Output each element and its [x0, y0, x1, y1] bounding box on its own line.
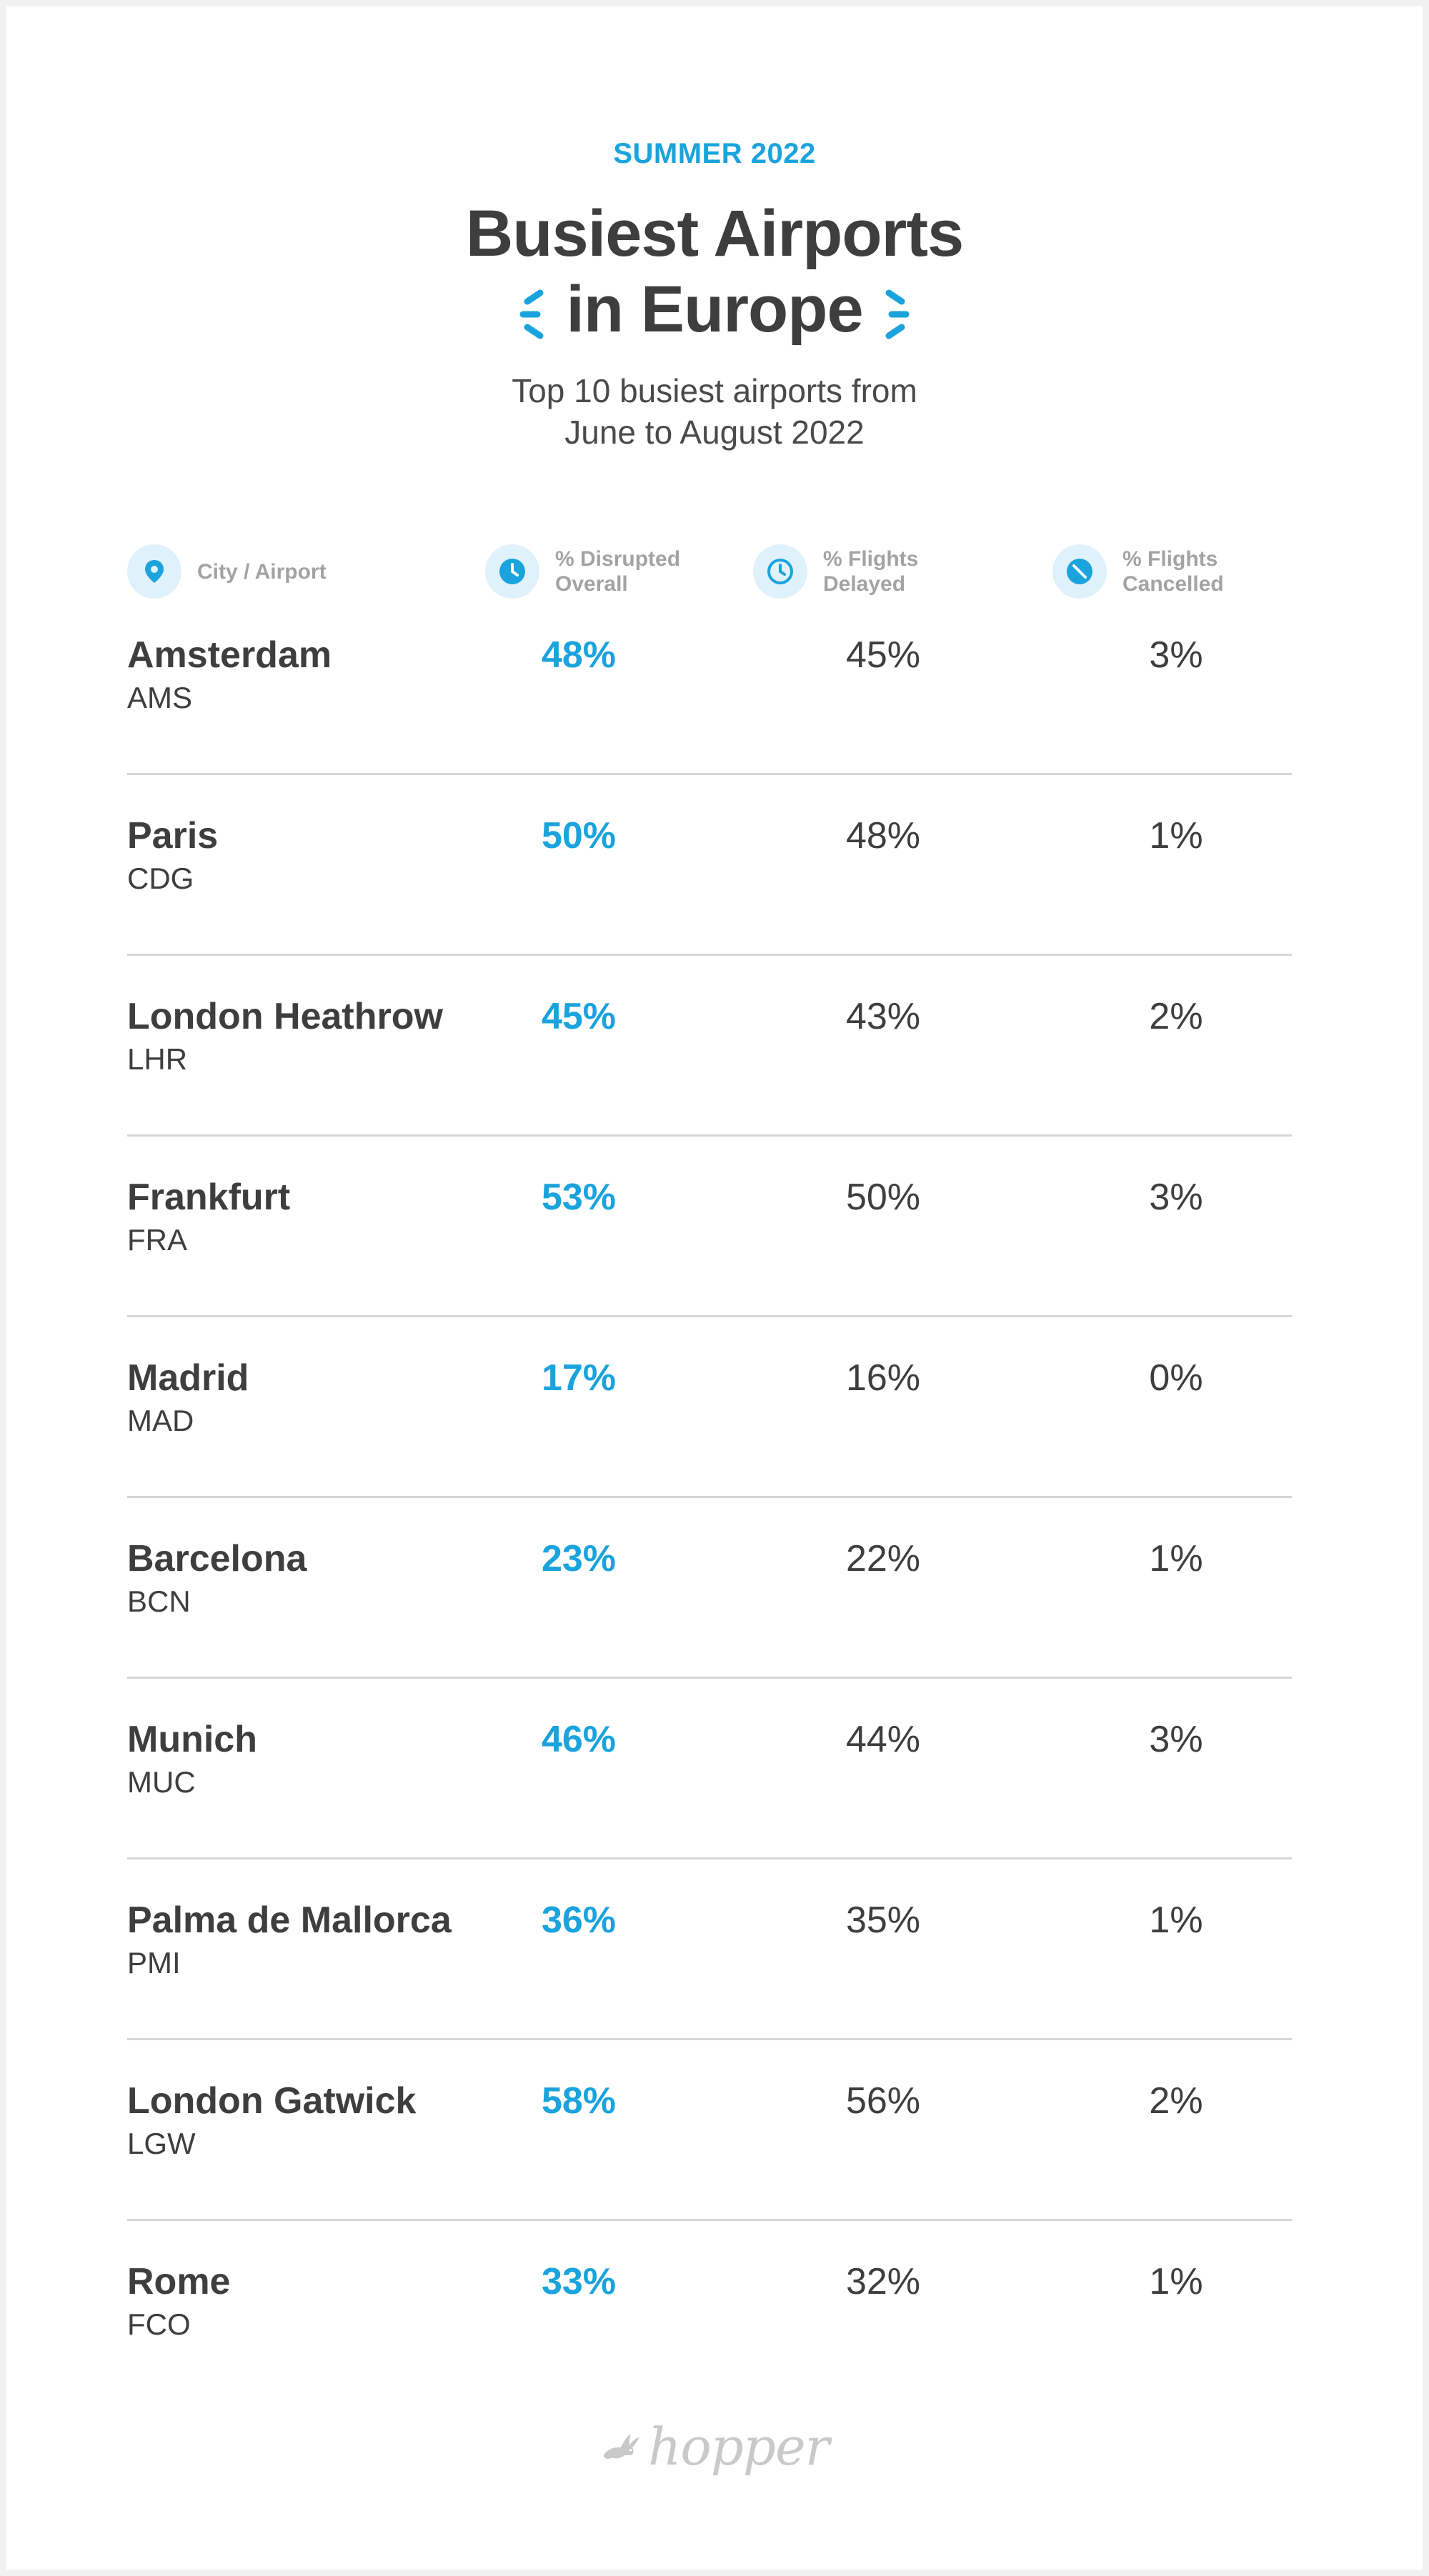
cancelled-value: 2%	[1149, 2080, 1203, 2122]
cancelled-value: 1%	[1149, 1899, 1203, 1941]
row-divider	[127, 2219, 1292, 2221]
row-divider	[127, 1134, 1292, 1137]
delayed-value: 16%	[845, 1357, 921, 1399]
cancelled-value: 1%	[1149, 1538, 1203, 1579]
table-row: Munich MUC 46% 44% 3%	[127, 1699, 1292, 1879]
cancelled-value: 1%	[1149, 815, 1203, 857]
city-name: Paris	[127, 815, 219, 857]
airport-code: MUC	[127, 1765, 196, 1799]
city-name: Rome	[127, 2261, 231, 2302]
delayed-value: 22%	[845, 1538, 921, 1579]
airport-code: AMS	[127, 681, 193, 714]
cancelled-value: 3%	[1149, 1719, 1203, 1760]
disrupted-value: 46%	[541, 1719, 617, 1760]
table-row: London Heathrow LHR 45% 43% 2%	[127, 976, 1292, 1157]
airport-code: MAD	[127, 1404, 194, 1437]
delayed-value: 50%	[845, 1177, 921, 1218]
airport-code: LHR	[127, 1042, 188, 1076]
airport-table: Amsterdam AMS 48% 45% 3% Paris CDG 50% 4…	[127, 614, 1292, 2422]
city-name: London Gatwick	[127, 2080, 417, 2122]
table-row: Barcelona BCN 23% 22% 1%	[127, 1518, 1292, 1699]
airport-code: BCN	[127, 1584, 191, 1618]
disrupted-value: 17%	[541, 1357, 617, 1399]
row-divider	[127, 773, 1292, 775]
disrupted-value: 53%	[541, 1177, 617, 1218]
brand-logo: hopper	[600, 2407, 830, 2486]
row-divider	[127, 954, 1292, 956]
eyebrow-label: SUMMER 2022	[613, 138, 816, 169]
city-name: Madrid	[127, 1357, 249, 1399]
table-row: Rome FCO 33% 32% 1%	[127, 2241, 1292, 2422]
airport-code: PMI	[127, 1946, 181, 1980]
row-divider	[127, 1315, 1292, 1317]
infographic-card	[6, 6, 1423, 2570]
column-header-cancelled: % Flights Cancelled	[1052, 539, 1224, 604]
clock-outline-icon	[753, 544, 807, 599]
subtitle-line1: Top 10 busiest airports from	[512, 372, 917, 409]
table-row: Amsterdam AMS 48% 45% 3%	[127, 614, 1292, 795]
city-name: Barcelona	[127, 1538, 307, 1579]
column-header-delayed: % Flights Delayed	[753, 539, 918, 604]
disrupted-value: 23%	[541, 1538, 617, 1579]
city-name: London Heathrow	[127, 996, 443, 1037]
cancelled-value: 2%	[1149, 996, 1203, 1037]
cancelled-value: 3%	[1149, 1177, 1203, 1218]
disrupted-value: 45%	[541, 996, 617, 1037]
table-row: Paris CDG 50% 48% 1%	[127, 795, 1292, 976]
bunny-logo-icon	[603, 2434, 639, 2459]
cancelled-value: 3%	[1149, 634, 1203, 676]
disrupted-value: 58%	[541, 2080, 617, 2122]
table-row: Frankfurt FRA 53% 50% 3%	[127, 1157, 1292, 1337]
subtitle-line2: June to August 2022	[564, 414, 865, 451]
row-divider	[127, 1677, 1292, 1679]
location-pin-icon	[127, 544, 181, 599]
clock-filled-icon	[485, 544, 539, 599]
delayed-value: 43%	[845, 996, 921, 1037]
sparkle-right-icon	[885, 289, 910, 339]
delayed-value: 35%	[845, 1899, 921, 1941]
column-header-disrupted-label: % Disrupted Overall	[555, 547, 681, 596]
subtitle: Top 10 busiest airports from June to Aug…	[0, 370, 1429, 453]
airport-code: FRA	[127, 1223, 187, 1257]
brand-wordmark: hopper	[648, 2417, 830, 2477]
page-title-line1: Busiest Airports	[465, 197, 964, 270]
cancelled-value: 0%	[1149, 1357, 1203, 1399]
disrupted-value: 50%	[541, 815, 617, 857]
table-row: Palma de Mallorca PMI 36% 35% 1%	[127, 1879, 1292, 2060]
airport-code: CDG	[127, 862, 194, 895]
delayed-value: 44%	[845, 1719, 921, 1760]
cancelled-value: 1%	[1149, 2261, 1203, 2302]
disrupted-value: 36%	[541, 1899, 617, 1941]
disrupted-value: 33%	[541, 2261, 617, 2302]
row-divider	[127, 1496, 1292, 1498]
delayed-value: 32%	[845, 2261, 921, 2302]
page-title-line2-text: in Europe	[566, 273, 863, 346]
delayed-value: 45%	[845, 634, 921, 676]
delayed-value: 56%	[845, 2080, 921, 2122]
column-header-city-label: City / Airport	[197, 559, 327, 584]
city-name: Frankfurt	[127, 1177, 291, 1218]
sparkle-left-icon	[519, 289, 544, 339]
column-header-cancelled-label: % Flights Cancelled	[1122, 547, 1224, 596]
disrupted-value: 48%	[541, 634, 617, 676]
row-divider	[127, 1857, 1292, 1859]
table-row: London Gatwick LGW 58% 56% 2%	[127, 2060, 1292, 2241]
column-header-city: City / Airport	[127, 539, 327, 604]
city-name: Amsterdam	[127, 634, 332, 676]
city-name: Munich	[127, 1719, 257, 1760]
table-row: Madrid MAD 17% 16% 0%	[127, 1337, 1292, 1518]
city-name: Palma de Mallorca	[127, 1899, 452, 1941]
cancel-icon	[1052, 544, 1107, 599]
row-divider	[127, 2038, 1292, 2040]
delayed-value: 48%	[845, 815, 921, 857]
airport-code: LGW	[127, 2127, 196, 2160]
airport-code: FCO	[127, 2307, 191, 2341]
column-header-disrupted: % Disrupted Overall	[485, 539, 680, 604]
column-header-delayed-label: % Flights Delayed	[823, 547, 919, 596]
page-title-line2: in Europe	[0, 274, 1429, 350]
